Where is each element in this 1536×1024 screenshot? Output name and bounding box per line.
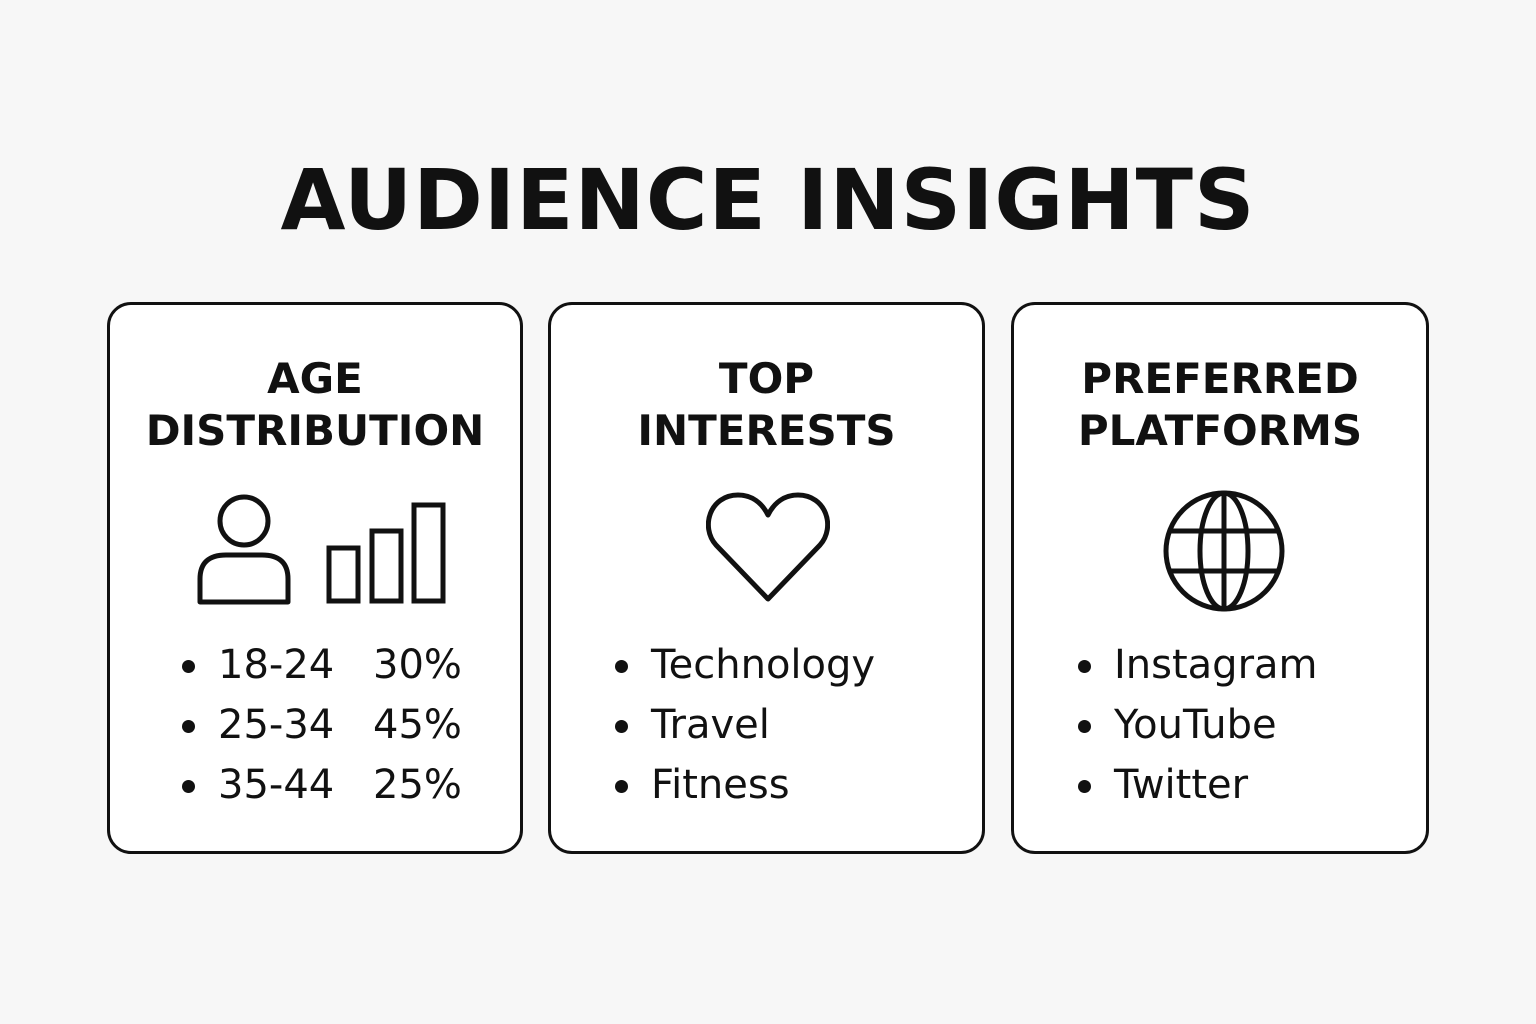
bullet — [615, 720, 628, 733]
age-list: 18-24 30% 25-34 45% 35-44 25% — [182, 635, 462, 815]
bullet — [615, 780, 628, 793]
user-icon — [197, 494, 291, 605]
card-title: AGE DISTRIBUTION — [110, 353, 520, 457]
top-interests-card: TOP INTERESTS Technology Travel Fitness — [548, 302, 985, 854]
list-item-label: Instagram — [1114, 642, 1318, 688]
bar-chart-icon — [326, 502, 446, 604]
age-percent: 45% — [373, 702, 462, 748]
age-percent: 30% — [373, 642, 462, 688]
list-item: Technology — [615, 635, 875, 695]
card-title-line: INTERESTS — [637, 406, 896, 455]
card-title-line: PREFERRED — [1081, 354, 1359, 403]
list-item: Travel — [615, 695, 875, 755]
preferred-platforms-card: PREFERRED PLATFORMS Instagram YouTube Tw… — [1011, 302, 1429, 854]
age-icons — [110, 485, 520, 605]
bullet — [615, 660, 628, 673]
age-range: 18-24 — [218, 642, 335, 688]
list-item: Fitness — [615, 755, 875, 815]
age-distribution-card: AGE DISTRIBUTION 18-24 30% 25-34 45% 35-44… — [107, 302, 523, 854]
card-title-line: TOP — [718, 354, 815, 403]
card-title-line: DISTRIBUTION — [145, 406, 485, 455]
card-title-line: AGE — [267, 354, 363, 403]
bullet — [1078, 720, 1091, 733]
bullet — [182, 720, 195, 733]
list-item-label: Twitter — [1114, 762, 1249, 808]
list-item: 35-44 25% — [182, 755, 462, 815]
heart-icon — [706, 492, 830, 602]
list-item: 18-24 30% — [182, 635, 462, 695]
list-item: Instagram — [1078, 635, 1318, 695]
bullet — [182, 660, 195, 673]
age-percent: 25% — [373, 762, 462, 808]
list-item-label: Technology — [651, 642, 876, 688]
interests-list: Technology Travel Fitness — [615, 635, 875, 815]
list-item-label: YouTube — [1114, 702, 1277, 748]
page-title: AUDIENCE INSIGHTS — [280, 151, 1256, 249]
card-title: PREFERRED PLATFORMS — [1014, 353, 1426, 457]
interests-icons — [551, 485, 982, 605]
list-item: YouTube — [1078, 695, 1318, 755]
card-title-line: PLATFORMS — [1077, 406, 1363, 455]
age-range: 25-34 — [218, 702, 335, 748]
list-item: Twitter — [1078, 755, 1318, 815]
list-item: 25-34 45% — [182, 695, 462, 755]
card-title: TOP INTERESTS — [551, 353, 982, 457]
list-item-label: Travel — [651, 702, 770, 748]
bullet — [1078, 660, 1091, 673]
list-item-label: Fitness — [651, 762, 790, 808]
bullet — [1078, 780, 1091, 793]
globe-icon — [1163, 490, 1285, 612]
age-range: 35-44 — [218, 762, 335, 808]
bullet — [182, 780, 195, 793]
platforms-list: Instagram YouTube Twitter — [1078, 635, 1318, 815]
platforms-icons — [1014, 485, 1426, 612]
